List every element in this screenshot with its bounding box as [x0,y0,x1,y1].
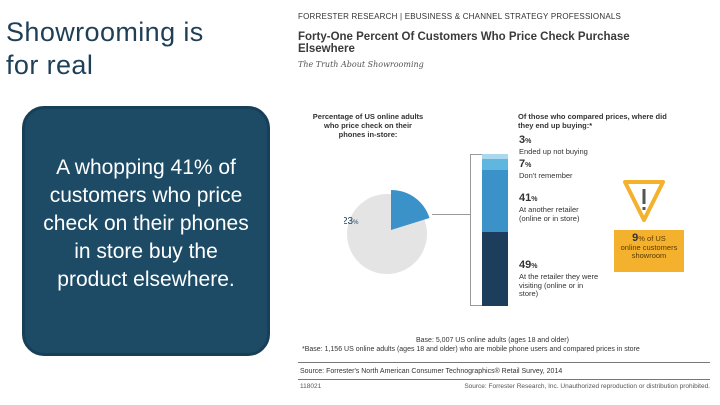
infographic-header: FORRESTER RESEARCH | EBUSINESS & CHANNEL… [298,12,622,21]
infographic-title: Forty-One Percent Of Customers Who Price… [298,31,630,55]
slide-title: Showrooming is for real [6,17,204,80]
divider [298,379,710,380]
pie-slice-price-checkers [391,189,430,230]
stat-another-retailer: 41% At another retailer (online or in st… [519,192,580,223]
pie-value: 23% [344,216,359,227]
stat-same-retailer: 49% At the retailer they were visiting (… [519,259,599,298]
right-question: Of those who compared prices, where did … [518,112,667,130]
stacked-bar [482,154,508,306]
stacked-bar-segment [482,154,508,159]
stacked-bar-segment [482,232,508,306]
price-check-pie-chart: 23% [344,189,430,274]
stacked-bar-segment [482,170,508,232]
connector-line [432,214,470,215]
showroom-stat-box: 9% of US online customers showroom [614,230,684,272]
copyright-note: Source: Forrester Research, Inc. Unautho… [464,383,710,390]
base-note-footnote: *Base: 1,156 US online adults (ages 18 a… [302,346,640,353]
stacked-bar-segment [482,159,508,170]
left-question: Percentage of US online adults who price… [312,112,424,139]
base-note: Base: 5,007 US online adults (ages 18 an… [416,337,569,344]
callout-text: A whopping 41% of customers who price ch… [43,156,249,291]
warning-icon [623,180,665,222]
connector-bracket [470,154,482,306]
stat-dont-remember: 7% Don't remember [519,158,573,180]
infographic-subtitle: The Truth About Showrooming [298,60,424,69]
callout-box: A whopping 41% of customers who price ch… [22,106,270,356]
forrester-infographic: FORRESTER RESEARCH | EBUSINESS & CHANNEL… [292,0,720,405]
source-line: Source: Forrester's North American Consu… [300,368,563,375]
figure-id: 118021 [300,383,322,390]
stat-not-buying: 3% Ended up not buying [519,134,588,156]
divider [298,362,710,363]
